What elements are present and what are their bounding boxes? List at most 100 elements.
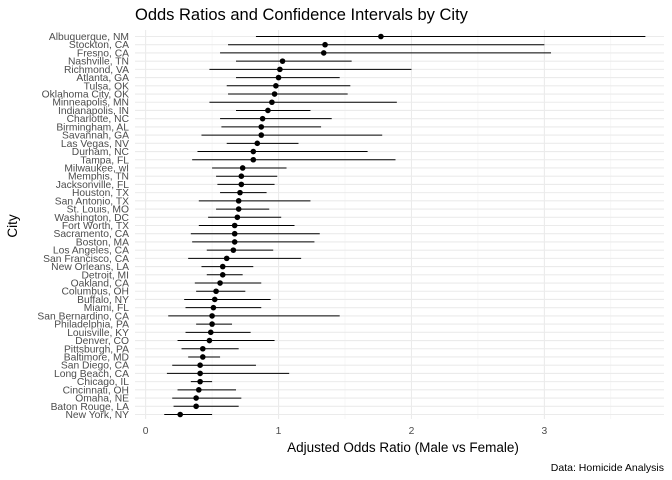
odds-ratio-point (197, 370, 203, 377)
city-label: Birmingham, AL (56, 122, 129, 133)
city-label: Chicago, IL (77, 377, 129, 388)
odds-ratio-point (235, 206, 242, 212)
city-label: Richmond, VA (64, 65, 129, 76)
odds-ratio-point (235, 198, 242, 204)
city-label: Oklahoma City, OK (42, 90, 129, 101)
city-label: Detroit, MI (82, 270, 130, 281)
city-label: Philadelphia, PA (54, 320, 129, 331)
odds-ratio-point (239, 165, 246, 171)
x-tick-label: 0 (143, 426, 149, 437)
city-label: Jacksonville, FL (56, 180, 130, 191)
city-label: San Francisco, CA (43, 254, 129, 265)
city-label: New Orleans, LA (51, 262, 129, 273)
city-label: St. Louis, MO (67, 205, 129, 216)
city-label: Washington, DC (54, 213, 129, 224)
city-label: Houston, TX (72, 188, 129, 199)
odds-ratio-point (269, 99, 275, 106)
city-label: Pittsburgh, PA (64, 344, 129, 355)
city-label: Louisville, KY (67, 328, 129, 339)
odds-ratio-point (250, 148, 257, 155)
odds-ratio-point (378, 33, 384, 40)
city-label: Los Angeles, CA (53, 246, 129, 257)
odds-ratio-point (197, 362, 203, 368)
city-label: San Bernardino, CA (37, 311, 129, 322)
odds-ratio-point (273, 83, 279, 89)
city-label: Columbus, OH (61, 287, 129, 298)
odds-ratio-point (231, 222, 238, 229)
city-label: Fresno, CA (77, 48, 129, 59)
odds-ratio-point (199, 354, 206, 360)
odds-ratio-point (219, 263, 226, 270)
city-label: Memphis, TN (68, 172, 129, 183)
odds-ratio-point (177, 411, 183, 418)
odds-ratio-point (209, 321, 215, 327)
odds-ratio-point (195, 387, 202, 393)
odds-ratio-point (250, 156, 257, 163)
odds-ratio-point (238, 173, 245, 179)
odds-ratio-point (193, 403, 199, 410)
city-label: Milwaukee, wI (64, 163, 129, 174)
odds-ratio-point (234, 214, 241, 221)
odds-ratio-point (217, 280, 223, 286)
city-label: Miami, FL (84, 303, 129, 314)
city-label: Atlanta, GA (76, 73, 129, 84)
point-layer (177, 33, 384, 418)
odds-ratio-point (210, 304, 217, 311)
odds-ratio-point (271, 91, 278, 97)
city-label: Minneapolis, MN (52, 98, 129, 109)
odds-ratio-point (279, 58, 286, 64)
chart-caption: Data: Homicide Analysis (551, 462, 664, 474)
city-label: San Antonio, TX (55, 196, 129, 207)
city-label: Denver, CO (75, 336, 129, 347)
city-label: Las Vegas, NV (61, 139, 129, 150)
odds-ratio-point (207, 329, 214, 336)
city-label: Oakland, CA (71, 279, 130, 290)
chart-title: Odds Ratios and Confidence Intervals by … (135, 6, 469, 24)
odds-ratio-point (230, 247, 237, 253)
odds-ratio-point (193, 395, 199, 401)
odds-ratio-point (223, 255, 230, 262)
city-label: Charlotte, NC (67, 114, 130, 125)
x-tick-labels: 0 1 2 3 (143, 426, 548, 437)
odds-ratio-point (238, 181, 245, 188)
city-label: Cincinnati, OH (63, 385, 129, 396)
city-label: Buffalo, NY (77, 295, 129, 306)
x-tick-label: 1 (276, 426, 282, 437)
city-label: Savannah, GA (62, 131, 129, 142)
city-label: Tampa, FL (80, 155, 129, 166)
odds-ratio-point (254, 140, 261, 147)
city-label: Long Beach, CA (54, 369, 129, 380)
odds-ratio-point (265, 107, 271, 114)
city-label: San Diego, CA (61, 361, 129, 372)
city-label: Omaha, NE (75, 394, 129, 405)
city-label: Durham, NC (72, 147, 130, 158)
x-tick-label: 3 (542, 426, 548, 437)
odds-ratio-point (206, 337, 213, 344)
city-label: Albuquerque, NM (49, 32, 129, 43)
odds-ratio-point (277, 66, 283, 73)
x-axis-label: Adjusted Odds Ratio (Male vs Female) (287, 440, 519, 455)
city-label: Fort Worth, TX (62, 221, 129, 232)
odds-ratio-point (258, 124, 265, 130)
city-label: New York, NY (65, 410, 129, 421)
city-label: Tulsa, OK (84, 81, 130, 92)
city-label: Stockton, CA (69, 40, 129, 51)
y-axis-label: City (5, 214, 20, 237)
odds-ratio-point (259, 115, 266, 122)
odds-ratio-point (213, 288, 219, 295)
city-label: Sacramento, CA (53, 229, 129, 240)
odds-ratio-point (231, 239, 238, 245)
city-label: Nashville, TN (68, 57, 129, 68)
city-label: Baton Rouge, LA (51, 402, 130, 413)
odds-ratio-point (197, 378, 203, 385)
confidence-interval-layer (164, 36, 646, 415)
city-label: Boston, MA (76, 237, 129, 248)
odds-ratio-point (237, 189, 243, 196)
odds-ratio-point (322, 41, 328, 48)
odds-ratio-point (258, 132, 265, 138)
x-tick-label: 2 (409, 426, 415, 437)
odds-ratio-point (231, 230, 238, 237)
